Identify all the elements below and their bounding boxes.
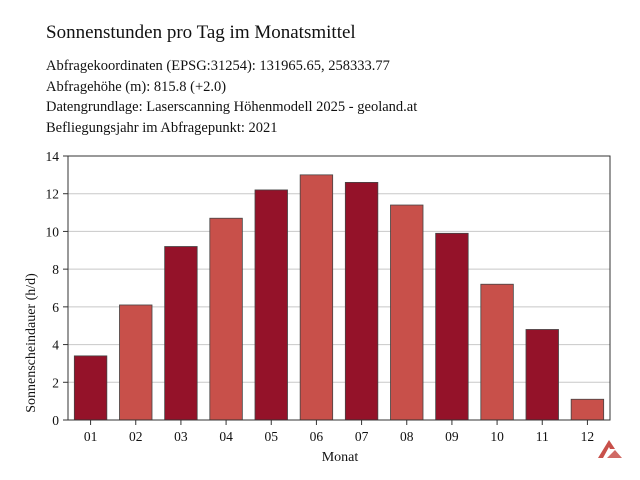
info-data-source: Datengrundlage: Laserscanning Höhenmodel… xyxy=(46,99,418,115)
y-tick-label: 8 xyxy=(52,262,59,277)
x-tick-label: 02 xyxy=(129,429,143,444)
bar-01 xyxy=(73,355,108,421)
y-tick-label: 14 xyxy=(46,149,60,164)
bar-02 xyxy=(119,304,153,421)
y-tick-label: 4 xyxy=(52,338,59,353)
bar-12 xyxy=(570,398,605,421)
bar-03 xyxy=(164,246,198,421)
x-tick-label: 06 xyxy=(310,429,324,444)
bar-04 xyxy=(209,217,243,421)
y-tick-label: 2 xyxy=(52,375,59,390)
logo-shape-left xyxy=(598,440,615,458)
bar-07 xyxy=(344,181,379,421)
x-tick-label: 12 xyxy=(581,429,595,444)
bar-05 xyxy=(254,189,288,421)
y-tick-label: 0 xyxy=(52,413,59,428)
y-tick-label: 6 xyxy=(52,300,59,315)
chart-title: Sonnenstunden pro Tag im Monatsmittel xyxy=(46,22,356,43)
x-tick-label: 08 xyxy=(400,429,414,444)
bar-06 xyxy=(299,174,334,421)
bar-11 xyxy=(525,329,559,421)
y-axis-ticks: 0 2 4 6 8 10 12 14 xyxy=(46,149,68,428)
y-tick-label: 10 xyxy=(46,224,60,239)
plot-frame xyxy=(67,155,611,421)
bars xyxy=(73,174,605,421)
x-tick-label: 04 xyxy=(219,429,233,444)
x-tick-label: 03 xyxy=(174,429,188,444)
info-elevation: Abfragehöhe (m): 815.8 (+2.0) xyxy=(46,78,227,95)
info-flight-year: Befliegungsjahr im Abfragepunkt: 2021 xyxy=(46,119,278,136)
info-coordinates: Abfragekoordinaten (EPSG:31254): 131965.… xyxy=(46,58,390,74)
y-axis-label: Sonnenscheindauer (h/d) xyxy=(24,273,39,413)
x-tick-label: 01 xyxy=(84,429,98,444)
logo-icon xyxy=(598,440,622,458)
x-axis-label: Monat xyxy=(322,450,359,465)
x-tick-label: 10 xyxy=(490,429,504,444)
bar-10 xyxy=(480,283,514,421)
x-axis-ticks: 01 02 03 04 05 06 07 08 09 10 11 12 xyxy=(84,420,594,444)
logo-shape-right xyxy=(607,450,622,458)
x-tick-label: 11 xyxy=(536,429,549,444)
bar-08 xyxy=(390,204,424,421)
x-tick-label: 09 xyxy=(445,429,459,444)
x-tick-label: 05 xyxy=(265,429,279,444)
grid-lines xyxy=(68,193,610,383)
x-tick-label: 07 xyxy=(355,429,369,444)
bar-09 xyxy=(435,232,469,421)
y-tick-label: 12 xyxy=(46,187,60,202)
query-info: Abfragekoordinaten (EPSG:31254): 131965.… xyxy=(46,56,417,138)
